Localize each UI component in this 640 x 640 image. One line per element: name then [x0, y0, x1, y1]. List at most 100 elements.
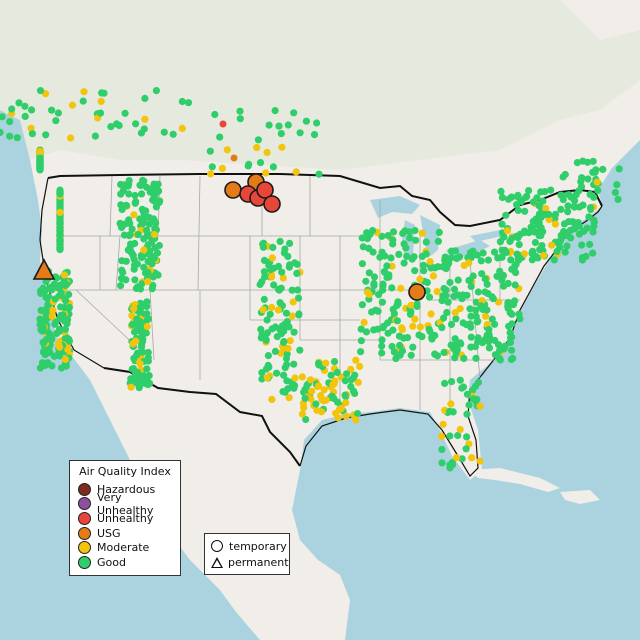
- monitor-marker[interactable]: [42, 131, 50, 139]
- monitor-marker[interactable]: [514, 206, 522, 214]
- monitor-marker[interactable]: [416, 323, 424, 331]
- monitor-marker[interactable]: [525, 229, 533, 237]
- monitor-marker[interactable]: [254, 136, 262, 144]
- monitor-marker[interactable]: [140, 246, 148, 254]
- monitor-marker[interactable]: [478, 270, 486, 278]
- monitor-marker[interactable]: [122, 276, 130, 284]
- monitor-marker[interactable]: [444, 298, 452, 306]
- monitor-marker[interactable]: [56, 230, 64, 238]
- monitor-marker[interactable]: [134, 231, 142, 239]
- monitor-marker[interactable]: [485, 326, 493, 334]
- monitor-marker[interactable]: [302, 117, 310, 125]
- monitor-marker[interactable]: [206, 147, 214, 155]
- monitor-marker[interactable]: [582, 252, 590, 260]
- monitor-marker[interactable]: [133, 351, 141, 359]
- monitor-marker[interactable]: [15, 99, 23, 107]
- monitor-marker[interactable]: [468, 454, 476, 462]
- monitor-marker[interactable]: [56, 190, 64, 198]
- monitor-marker[interactable]: [438, 445, 446, 454]
- monitor-marker[interactable]: [419, 261, 427, 269]
- monitor-marker[interactable]: [400, 334, 408, 342]
- monitor-marker[interactable]: [46, 284, 54, 292]
- monitor-marker[interactable]: [498, 193, 506, 202]
- monitor-marker[interactable]: [288, 312, 296, 320]
- monitor-marker[interactable]: [295, 310, 303, 318]
- monitor-marker[interactable]: [63, 320, 71, 328]
- monitor-marker[interactable]: [457, 340, 465, 348]
- monitor-marker[interactable]: [578, 174, 586, 182]
- monitor-marker[interactable]: [245, 160, 253, 168]
- monitor-marker[interactable]: [388, 342, 396, 351]
- monitor-marker[interactable]: [388, 262, 396, 270]
- monitor-marker[interactable]: [451, 354, 459, 362]
- monitor-marker[interactable]: [268, 303, 276, 311]
- monitor-marker[interactable]: [277, 130, 285, 138]
- monitor-marker[interactable]: [579, 157, 587, 165]
- monitor-marker[interactable]: [62, 296, 70, 304]
- monitor-marker[interactable]: [57, 291, 66, 299]
- monitor-marker[interactable]: [131, 191, 139, 200]
- monitor-marker[interactable]: [211, 110, 219, 119]
- monitor-marker[interactable]: [125, 177, 133, 185]
- monitor-marker[interactable]: [469, 247, 477, 255]
- monitor-marker[interactable]: [369, 226, 377, 235]
- monitor-marker[interactable]: [334, 398, 342, 406]
- monitor-marker[interactable]: [422, 250, 430, 258]
- monitor-marker[interactable]: [469, 395, 477, 403]
- monitor-marker[interactable]: [400, 259, 408, 267]
- monitor-marker[interactable]: [117, 282, 125, 290]
- monitor-marker[interactable]: [503, 227, 511, 235]
- monitor-marker[interactable]: [523, 192, 531, 200]
- monitor-marker[interactable]: [466, 276, 474, 284]
- monitor-marker[interactable]: [48, 106, 56, 114]
- monitor-marker[interactable]: [408, 255, 416, 263]
- monitor-marker[interactable]: [441, 379, 449, 387]
- monitor-marker[interactable]: [358, 260, 366, 268]
- monitor-marker[interactable]: [207, 170, 215, 178]
- monitor-marker[interactable]: [129, 340, 137, 348]
- monitor-marker[interactable]: [508, 234, 516, 243]
- monitor-marker[interactable]: [143, 298, 151, 306]
- monitor-marker[interactable]: [56, 303, 65, 311]
- monitor-marker[interactable]: [330, 379, 338, 387]
- monitor-marker[interactable]: [288, 286, 296, 294]
- monitor-marker[interactable]: [308, 387, 316, 395]
- unhealthy-site-marker[interactable]: [219, 120, 227, 128]
- monitor-marker[interactable]: [479, 249, 487, 257]
- monitor-marker[interactable]: [456, 376, 464, 384]
- usg-permanent-site-marker[interactable]: [32, 258, 56, 280]
- monitor-marker[interactable]: [286, 239, 294, 247]
- monitor-marker[interactable]: [514, 191, 522, 199]
- monitor-marker[interactable]: [427, 310, 435, 318]
- monitor-marker[interactable]: [262, 169, 270, 177]
- monitor-marker[interactable]: [139, 348, 147, 356]
- monitor-marker[interactable]: [148, 254, 156, 262]
- usg-site-marker[interactable]: [408, 283, 426, 301]
- monitor-marker[interactable]: [542, 204, 550, 213]
- monitor-marker[interactable]: [330, 358, 339, 366]
- monitor-marker[interactable]: [375, 291, 383, 299]
- monitor-marker[interactable]: [507, 256, 515, 264]
- monitor-marker[interactable]: [394, 300, 402, 308]
- monitor-marker[interactable]: [216, 133, 224, 141]
- monitor-marker[interactable]: [310, 131, 319, 139]
- monitor-marker[interactable]: [285, 394, 293, 402]
- monitor-marker[interactable]: [545, 216, 553, 224]
- monitor-marker[interactable]: [274, 306, 282, 314]
- monitor-marker[interactable]: [446, 407, 454, 415]
- monitor-marker[interactable]: [376, 253, 384, 261]
- monitor-marker[interactable]: [352, 356, 360, 364]
- monitor-marker[interactable]: [138, 190, 146, 198]
- monitor-marker[interactable]: [0, 113, 6, 121]
- monitor-marker[interactable]: [594, 186, 602, 194]
- monitor-marker[interactable]: [133, 260, 141, 268]
- monitor-marker[interactable]: [422, 238, 430, 246]
- monitor-marker[interactable]: [39, 348, 47, 356]
- monitor-marker[interactable]: [472, 306, 480, 314]
- monitor-marker[interactable]: [169, 130, 177, 138]
- monitor-marker[interactable]: [57, 364, 66, 372]
- monitor-marker[interactable]: [130, 211, 138, 219]
- monitor-marker[interactable]: [141, 269, 150, 277]
- monitor-marker[interactable]: [264, 352, 272, 360]
- monitor-marker[interactable]: [379, 282, 387, 290]
